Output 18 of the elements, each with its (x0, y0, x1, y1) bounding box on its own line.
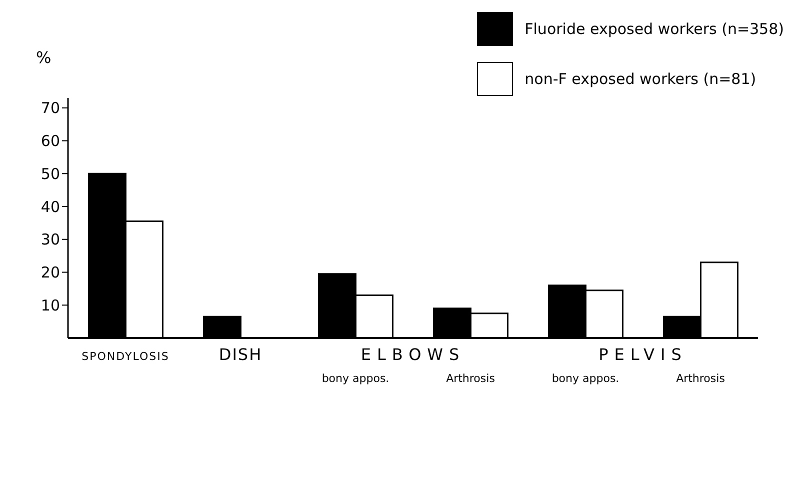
x-tick-label: SPONDYLOSIS (82, 350, 170, 363)
x-tick-label: Arthrosis (446, 372, 496, 385)
y-tick-label: 30 (40, 230, 60, 249)
text: PELVIS (598, 345, 688, 364)
y-tick-label: 50 (40, 164, 60, 183)
x-tick-label: bony appos. (322, 372, 390, 385)
legend-label: Fluoride exposed workers (n=358) (524, 20, 784, 38)
y-tick-label: 70 (40, 99, 60, 118)
text: ELBOWS (360, 345, 466, 364)
y-tick-label: 20 (40, 264, 60, 282)
x-tick-label: bony appos. (552, 372, 620, 385)
y-tick-label: 40 (40, 198, 60, 216)
legend-label: non-F exposed workers (n=81) (524, 70, 756, 88)
y-axis-title: % (36, 48, 52, 67)
y-tick-label: 10 (40, 296, 60, 314)
x-tick-label: Arthrosis (676, 372, 726, 385)
x-tick-label: DISH (218, 345, 262, 364)
y-tick-label: 60 (40, 132, 60, 150)
